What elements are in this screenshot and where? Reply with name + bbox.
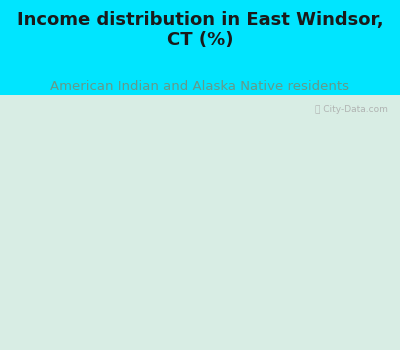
- Wedge shape: [120, 228, 200, 275]
- Text: $125k: $125k: [282, 226, 360, 236]
- Wedge shape: [200, 156, 268, 228]
- Text: $50k: $50k: [143, 104, 181, 148]
- Text: $200k: $200k: [270, 271, 341, 298]
- Text: American Indian and Alaska Native residents: American Indian and Alaska Native reside…: [50, 80, 350, 93]
- Text: $60k: $60k: [92, 128, 147, 165]
- Text: $40k: $40k: [242, 298, 293, 337]
- Wedge shape: [200, 147, 239, 228]
- Wedge shape: [200, 228, 255, 304]
- Text: $20k: $20k: [221, 104, 261, 148]
- Wedge shape: [200, 228, 277, 287]
- Text: Income distribution in East Windsor,
CT (%): Income distribution in East Windsor, CT …: [17, 10, 383, 49]
- Text: $150k: $150k: [50, 260, 124, 281]
- Wedge shape: [134, 154, 200, 228]
- Wedge shape: [175, 228, 225, 308]
- Text: $10k: $10k: [98, 293, 151, 331]
- Wedge shape: [200, 208, 281, 252]
- Wedge shape: [119, 180, 200, 243]
- Text: $75k: $75k: [200, 309, 230, 350]
- Wedge shape: [134, 228, 200, 304]
- Text: $100k: $100k: [43, 196, 120, 210]
- Wedge shape: [166, 147, 200, 228]
- Wedge shape: [200, 184, 278, 228]
- Text: ⓘ City-Data.com: ⓘ City-Data.com: [315, 105, 388, 114]
- Text: $30k: $30k: [256, 134, 314, 168]
- Text: > $200k: > $200k: [276, 174, 363, 195]
